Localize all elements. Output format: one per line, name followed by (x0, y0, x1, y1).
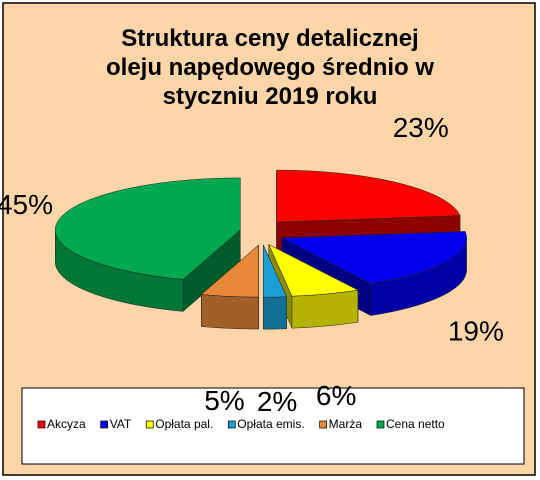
slice-top (55, 177, 241, 280)
legend-swatch (145, 420, 154, 429)
data-label: 23% (393, 112, 449, 143)
data-label: 19% (448, 315, 504, 346)
data-label: 6% (316, 380, 356, 411)
slice-top (268, 244, 359, 297)
pie: 23% 19% 6% 2% 5% 45% (0, 112, 504, 417)
legend-swatch (37, 420, 46, 429)
legend-label: Opłata pal. (155, 417, 213, 431)
legend-label: Marża (329, 417, 363, 431)
legend-swatch (100, 420, 109, 429)
data-label: 5% (204, 385, 244, 416)
legend-label: VAT (110, 417, 132, 431)
legend-swatch (376, 420, 385, 429)
legend-swatch (227, 420, 236, 429)
data-label: 2% (257, 386, 297, 417)
legend-swatch (319, 420, 328, 429)
slice-top (263, 245, 287, 298)
legend-label: Cena netto (386, 417, 445, 431)
data-label: 45% (0, 189, 53, 220)
legend: Akcyza VAT Opłata pal. Opłata emis. Marża Cen… (37, 417, 445, 431)
legend-label: Akcyza (47, 417, 86, 431)
slice-top (200, 244, 259, 298)
legend-label: Opłata emis. (237, 417, 304, 431)
chart-title: Struktura ceny detalicznej oleju napędow… (105, 25, 435, 110)
slice-top (276, 169, 461, 223)
slice-wall (263, 296, 287, 330)
slice-wall (201, 294, 259, 330)
slice-top (280, 231, 467, 284)
